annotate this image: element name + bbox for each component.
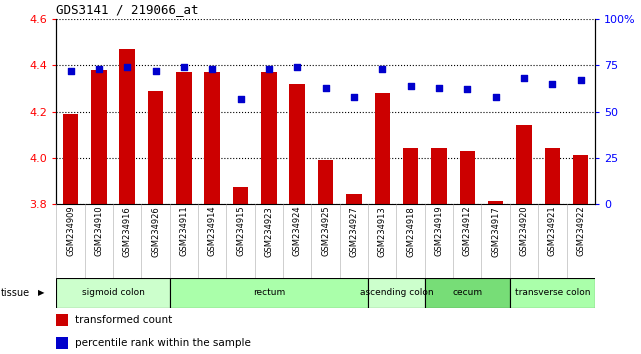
Bar bbox=[374, 93, 390, 204]
Point bbox=[320, 85, 331, 90]
Bar bbox=[56, 337, 68, 349]
Bar bbox=[346, 194, 362, 204]
Bar bbox=[460, 150, 475, 204]
Bar bbox=[56, 278, 170, 308]
Text: GSM234925: GSM234925 bbox=[321, 206, 330, 256]
Bar bbox=[368, 278, 425, 308]
Text: GDS3141 / 219066_at: GDS3141 / 219066_at bbox=[56, 3, 199, 16]
Text: GSM234910: GSM234910 bbox=[94, 206, 103, 256]
Text: transformed count: transformed count bbox=[75, 315, 172, 325]
Text: GSM234919: GSM234919 bbox=[435, 206, 444, 256]
Bar bbox=[176, 72, 192, 204]
Bar bbox=[170, 278, 368, 308]
Text: ▶: ▶ bbox=[38, 289, 44, 297]
Text: cecum: cecum bbox=[453, 289, 483, 297]
Bar bbox=[516, 125, 532, 204]
Bar bbox=[233, 188, 249, 204]
Bar bbox=[510, 278, 595, 308]
Bar bbox=[431, 148, 447, 204]
Point bbox=[179, 64, 189, 70]
Point bbox=[434, 85, 444, 90]
Point bbox=[519, 75, 529, 81]
Point bbox=[377, 66, 387, 72]
Text: GSM234911: GSM234911 bbox=[179, 206, 188, 256]
Point bbox=[122, 64, 133, 70]
Bar bbox=[573, 155, 588, 204]
Bar bbox=[318, 160, 333, 204]
Bar bbox=[204, 72, 220, 204]
Bar bbox=[56, 314, 68, 326]
Bar bbox=[148, 91, 163, 204]
Point bbox=[490, 94, 501, 99]
Text: GSM234921: GSM234921 bbox=[548, 206, 557, 256]
Text: GSM234927: GSM234927 bbox=[349, 206, 358, 257]
Text: GSM234917: GSM234917 bbox=[491, 206, 500, 257]
Point bbox=[462, 87, 472, 92]
Text: GSM234912: GSM234912 bbox=[463, 206, 472, 256]
Text: transverse colon: transverse colon bbox=[515, 289, 590, 297]
Text: percentile rank within the sample: percentile rank within the sample bbox=[75, 338, 251, 348]
Point bbox=[576, 78, 586, 83]
Bar bbox=[290, 84, 305, 204]
Point bbox=[65, 68, 76, 74]
Text: GSM234916: GSM234916 bbox=[123, 206, 132, 257]
Text: GSM234913: GSM234913 bbox=[378, 206, 387, 257]
Point bbox=[349, 94, 359, 99]
Point bbox=[207, 66, 217, 72]
Text: GSM234922: GSM234922 bbox=[576, 206, 585, 256]
Text: GSM234918: GSM234918 bbox=[406, 206, 415, 257]
Point bbox=[547, 81, 558, 87]
Text: GSM234926: GSM234926 bbox=[151, 206, 160, 257]
Bar bbox=[403, 148, 419, 204]
Bar bbox=[261, 72, 277, 204]
Bar bbox=[545, 148, 560, 204]
Bar bbox=[63, 114, 78, 204]
Text: GSM234923: GSM234923 bbox=[265, 206, 274, 257]
Point bbox=[406, 83, 416, 88]
Point bbox=[264, 66, 274, 72]
Text: GSM234914: GSM234914 bbox=[208, 206, 217, 256]
Bar bbox=[91, 70, 106, 204]
Bar bbox=[425, 278, 510, 308]
Text: GSM234920: GSM234920 bbox=[519, 206, 528, 256]
Text: GSM234924: GSM234924 bbox=[293, 206, 302, 256]
Point bbox=[151, 68, 161, 74]
Point bbox=[94, 66, 104, 72]
Text: tissue: tissue bbox=[1, 288, 29, 298]
Text: GSM234915: GSM234915 bbox=[236, 206, 245, 256]
Text: rectum: rectum bbox=[253, 289, 285, 297]
Point bbox=[292, 64, 303, 70]
Bar bbox=[488, 201, 503, 204]
Text: ascending colon: ascending colon bbox=[360, 289, 433, 297]
Text: GSM234909: GSM234909 bbox=[66, 206, 75, 256]
Point bbox=[235, 96, 246, 102]
Text: sigmoid colon: sigmoid colon bbox=[81, 289, 144, 297]
Bar bbox=[119, 50, 135, 204]
